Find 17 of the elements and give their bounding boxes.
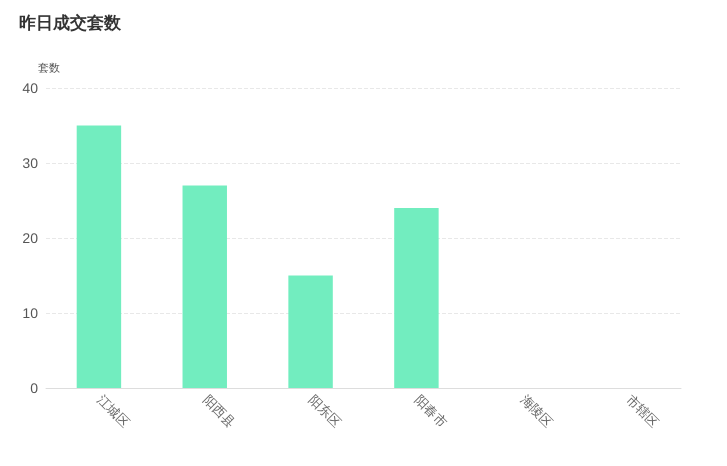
y-tick-label: 40	[22, 80, 38, 96]
y-tick-label: 0	[30, 380, 38, 396]
x-tick-label: 阳春市	[411, 392, 450, 431]
y-tick-label: 30	[22, 155, 38, 171]
y-axis-title: 套数	[38, 62, 60, 74]
x-tick-label: 江城区	[94, 392, 132, 431]
x-tick-label: 市辖区	[622, 392, 661, 431]
bar	[394, 208, 439, 388]
bar	[182, 186, 227, 388]
x-tick-label: 阳西县	[199, 392, 238, 431]
x-tick-label: 阳东区	[305, 392, 344, 431]
chart-title: 昨日成交套数	[19, 14, 122, 34]
bar	[288, 276, 333, 388]
x-tick-label: 海陵区	[516, 392, 556, 431]
y-tick-label: 20	[22, 230, 38, 246]
y-tick-label: 10	[22, 305, 38, 321]
bar	[76, 126, 122, 388]
